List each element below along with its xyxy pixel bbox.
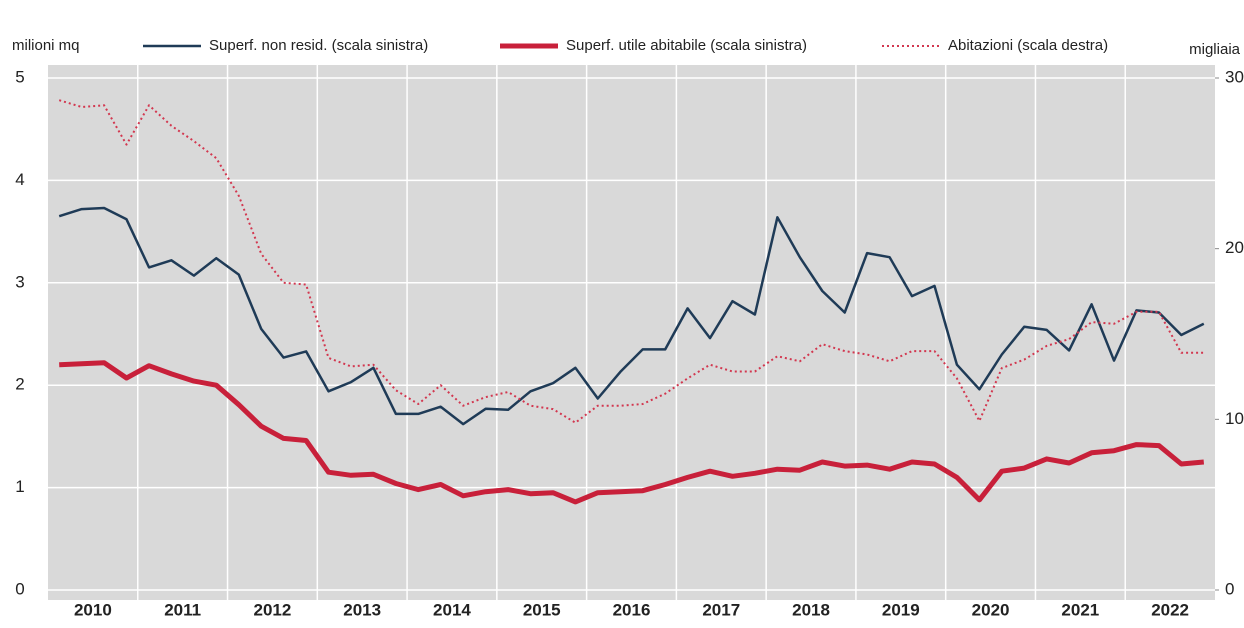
y2-axis-label: migliaia — [1189, 41, 1241, 58]
series-line — [59, 360, 1205, 505]
y-tick-label: 1 — [15, 477, 24, 496]
plot-background — [48, 65, 1215, 600]
y2-tick-label: 20 — [1225, 238, 1244, 257]
x-tick-label: 2012 — [254, 600, 292, 619]
x-tick-label: 2022 — [1151, 600, 1189, 619]
y-tick-label: 2 — [15, 375, 24, 394]
x-tick-label: 2021 — [1061, 600, 1099, 619]
x-tick-label: 2013 — [343, 600, 381, 619]
y2-tick-label: 30 — [1225, 67, 1244, 86]
y-tick-label: 5 — [15, 67, 24, 86]
y2-tick-label: 0 — [1225, 579, 1234, 598]
y-tick-label: 0 — [15, 579, 24, 598]
legend-label: Superf. non resid. (scala sinistra) — [209, 37, 428, 54]
legend-label: Superf. utile abitabile (scala sinistra) — [566, 37, 807, 54]
series-line — [58, 206, 1205, 426]
x-tick-label: 2020 — [972, 600, 1010, 619]
y2-tick-label: 10 — [1225, 409, 1244, 428]
y-tick-label: 4 — [15, 170, 24, 189]
x-tick-label: 2019 — [882, 600, 920, 619]
x-tick-label: 2017 — [702, 600, 740, 619]
y-tick-label: 3 — [15, 272, 24, 291]
x-tick-label: 2014 — [433, 600, 471, 619]
x-tick-label: 2016 — [613, 600, 651, 619]
legend-label: Abitazioni (scala destra) — [948, 37, 1108, 54]
y-axis-label: milioni mq — [12, 37, 80, 54]
x-tick-label: 2011 — [164, 600, 201, 619]
x-tick-label: 2015 — [523, 600, 561, 619]
x-tick-label: 2018 — [792, 600, 830, 619]
x-tick-label: 2010 — [74, 600, 112, 619]
